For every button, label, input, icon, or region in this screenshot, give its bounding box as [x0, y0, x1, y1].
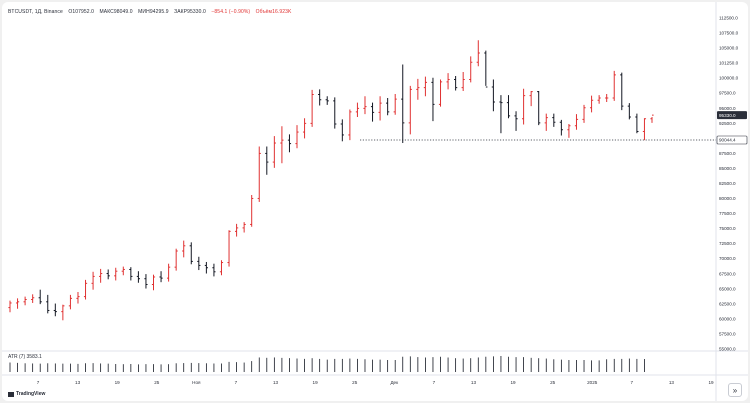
atr-value: 3583.1 [26, 354, 42, 360]
time-axis-label: 7 [235, 380, 238, 385]
double-chevron-right-icon: » [732, 385, 738, 395]
price-axis-label: 107500.0 [719, 31, 739, 36]
ohlc-series [8, 40, 654, 321]
tradingview-logo: TradingView [8, 391, 45, 397]
volume-value: Объём16.923K [255, 9, 292, 15]
price-axis-label: 100000.0 [719, 76, 739, 81]
price-axis-label: 82500.0 [719, 181, 736, 186]
price-axis-label: 62500.0 [719, 301, 736, 306]
tradingview-logo-icon [8, 391, 14, 397]
go-to-realtime-button[interactable]: » [728, 383, 742, 397]
time-axis-label: 19 [313, 380, 319, 385]
logo-text: TradingView [16, 391, 46, 397]
level-price-label: 90044.4 [719, 138, 736, 143]
current-price-badge [717, 111, 747, 120]
time-axis-label: 25 [352, 380, 358, 385]
time-axis-label: 25 [550, 380, 556, 385]
price-axis-label: 112500.0 [719, 16, 738, 21]
close-value: ЗАКР95330.0 [174, 9, 206, 15]
price-axis-label: 72500.0 [719, 241, 736, 246]
price-axis-label: 65000.0 [719, 286, 736, 291]
low-value: МИН94295.9 [138, 9, 169, 15]
atr-legend[interactable]: ATR (7) 3583.1 [8, 354, 42, 360]
price-axis-label: 77500.0 [719, 211, 736, 216]
ohlc-legend: BTCUSDT, 1Д, Binance О107952.0 МАКС98049… [8, 9, 295, 15]
price-axis-label: 57500.0 [719, 331, 736, 336]
time-axis-label: 7 [37, 380, 40, 385]
price-axis-label: 67500.0 [719, 271, 736, 276]
price-axis-label: 85000.0 [719, 166, 736, 171]
atr-label: ATR (7) [8, 354, 26, 360]
time-axis-label: 7 [631, 380, 634, 385]
price-axis-label: 101250.0 [719, 61, 739, 66]
price-axis-label: 60000.0 [719, 316, 736, 321]
current-price-label: 95330.0 [719, 113, 736, 118]
price-axis-label: 105000.0 [719, 46, 739, 51]
price-axis-label: 92500.0 [719, 121, 736, 126]
time-axis-label: 7 [433, 380, 436, 385]
price-axis-label: 97500.0 [719, 91, 736, 96]
time-axis-label: 19 [708, 380, 714, 385]
time-axis-label: 13 [669, 380, 675, 385]
price-axis-label: 95000.0 [719, 106, 736, 111]
time-axis-label: 13 [273, 380, 279, 385]
time-axis-label: 19 [115, 380, 121, 385]
open-value: О107952.0 [68, 9, 95, 15]
price-axis-label: 75000.0 [719, 226, 736, 231]
price-axis-label: 55000.0 [719, 347, 736, 352]
price-axis-label: 80000.0 [719, 196, 736, 201]
change-value: −854.1 (−0.90%) [211, 9, 251, 15]
level-price-badge [716, 135, 748, 145]
price-axis-label: 70000.0 [719, 256, 736, 261]
time-axis-label: Ноя [192, 380, 201, 385]
atr-series [9, 356, 645, 372]
price-axis-label: 87500.0 [719, 151, 736, 156]
time-axis-label: 2025 [587, 380, 598, 385]
time-axis-label: Дек [390, 380, 399, 385]
high-value: МАКС98049.0 [99, 9, 133, 15]
time-axis-label: 13 [471, 380, 477, 385]
time-axis-label: 19 [510, 380, 516, 385]
time-axis-label: 25 [154, 380, 160, 385]
symbol-label[interactable]: BTCUSDT, 1Д, Binance [8, 9, 63, 15]
time-axis-label: 13 [75, 380, 81, 385]
